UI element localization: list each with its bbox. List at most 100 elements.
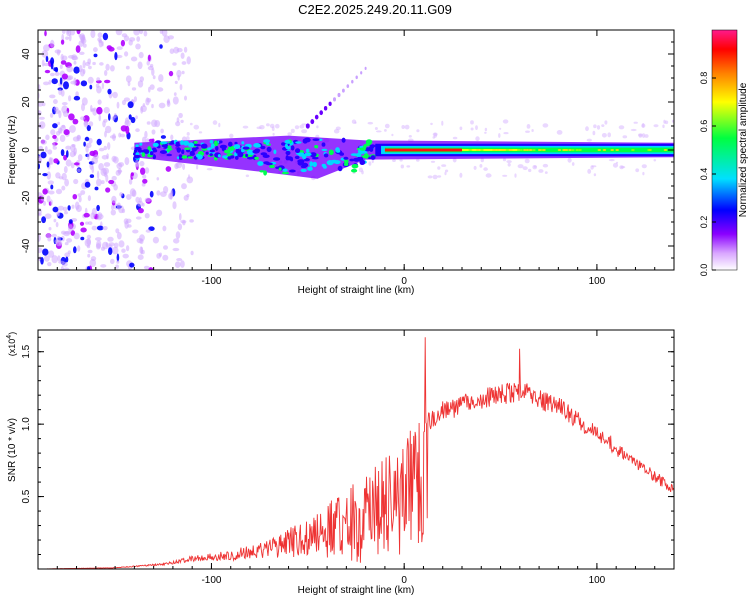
colorbar-gradient xyxy=(711,29,738,271)
noise-blob xyxy=(88,137,93,144)
noise-blob xyxy=(105,242,109,247)
noise-blob xyxy=(133,30,140,36)
noise-blob xyxy=(127,101,134,109)
noise-blob xyxy=(73,66,80,74)
faint-blob xyxy=(483,167,488,171)
noise-blob xyxy=(88,65,92,70)
noise-blob xyxy=(90,212,96,220)
noise-blob xyxy=(73,95,81,101)
noise-blob xyxy=(59,77,63,85)
noise-blob xyxy=(151,129,156,135)
noise-blob xyxy=(131,87,137,91)
spectrogram-xtick-label: 100 xyxy=(589,276,606,287)
signal-blob xyxy=(260,152,268,156)
noise-blob xyxy=(55,172,61,179)
noise-blob xyxy=(108,247,113,256)
noise-blob xyxy=(44,146,48,153)
band-dot xyxy=(532,149,536,151)
noise-blob xyxy=(62,110,69,118)
band-dot xyxy=(578,149,582,151)
faint-blob xyxy=(593,124,597,129)
faint-blob xyxy=(514,173,517,178)
noise-blob xyxy=(100,168,107,177)
noise-blob xyxy=(110,258,115,265)
noise-blob xyxy=(170,134,174,141)
noise-blob xyxy=(90,104,93,113)
signal-blob xyxy=(193,140,198,144)
noise-blob xyxy=(173,92,177,96)
signal-blob xyxy=(200,143,208,149)
snr-plot-area xyxy=(38,330,674,569)
signal-blob xyxy=(273,157,281,161)
signal-blob xyxy=(285,155,289,161)
noise-blob xyxy=(180,52,185,59)
signal-blob xyxy=(263,170,267,176)
signal-blob xyxy=(309,161,314,167)
branch-blob xyxy=(333,97,336,102)
noise-blob xyxy=(43,81,50,86)
colorbar-tick-label: 0.6 xyxy=(699,120,709,133)
faint-blob xyxy=(188,174,190,180)
noise-blob xyxy=(50,57,55,66)
faint-blob xyxy=(185,136,190,141)
signal-blob xyxy=(209,149,215,153)
noise-blob xyxy=(40,139,47,145)
faint-blob xyxy=(459,172,463,178)
faint-blob xyxy=(479,164,483,168)
noise-blob xyxy=(54,49,62,54)
noise-blob xyxy=(65,256,69,263)
noise-blob xyxy=(180,219,187,224)
noise-blob xyxy=(166,100,171,104)
branch-blob xyxy=(355,75,358,80)
noise-blob xyxy=(87,253,91,258)
noise-blob xyxy=(93,53,98,58)
noise-blob xyxy=(66,150,69,158)
noise-blob xyxy=(180,260,185,268)
noise-blob xyxy=(41,50,49,58)
noise-blob xyxy=(137,208,144,214)
noise-blob xyxy=(140,106,144,114)
noise-blob xyxy=(108,179,115,185)
faint-blob xyxy=(392,159,396,163)
faint-blob xyxy=(198,131,203,134)
signal-blob xyxy=(188,142,195,148)
noise-blob xyxy=(180,119,184,124)
snr-scale-label: (x104) xyxy=(6,332,17,356)
noise-blob xyxy=(125,245,130,252)
noise-blob xyxy=(62,267,70,270)
noise-blob xyxy=(115,264,119,269)
noise-blob xyxy=(151,103,154,109)
branch-blob xyxy=(323,106,328,111)
noise-blob xyxy=(38,212,42,217)
noise-blob xyxy=(139,30,144,35)
signal-blob xyxy=(312,138,320,141)
faint-blob xyxy=(620,166,626,169)
noise-blob xyxy=(68,55,75,59)
noise-blob xyxy=(47,236,52,242)
noise-blob xyxy=(60,60,67,65)
noise-blob xyxy=(110,65,115,72)
noise-blob xyxy=(108,242,115,247)
signal-blob xyxy=(235,148,240,154)
faint-blob xyxy=(507,163,511,167)
noise-blob xyxy=(70,144,76,153)
noise-blob xyxy=(61,102,68,106)
noise-blob xyxy=(39,121,46,129)
noise-blob xyxy=(87,58,92,65)
noise-blob xyxy=(172,96,179,105)
noise-blob xyxy=(89,258,97,268)
noise-blob xyxy=(60,53,64,61)
faint-blob xyxy=(517,164,524,169)
noise-blob xyxy=(121,208,126,214)
snr-frame xyxy=(37,329,675,570)
faint-blob xyxy=(299,124,305,129)
noise-blob xyxy=(190,250,194,256)
noise-blob xyxy=(156,87,164,92)
noise-blob xyxy=(45,134,50,141)
band-dot xyxy=(519,149,523,151)
spectrogram-xtick-label: 0 xyxy=(401,276,407,287)
noise-blob xyxy=(50,199,53,206)
signal-blob xyxy=(219,140,223,144)
signal-blob xyxy=(224,149,231,154)
faint-blob xyxy=(653,124,659,128)
